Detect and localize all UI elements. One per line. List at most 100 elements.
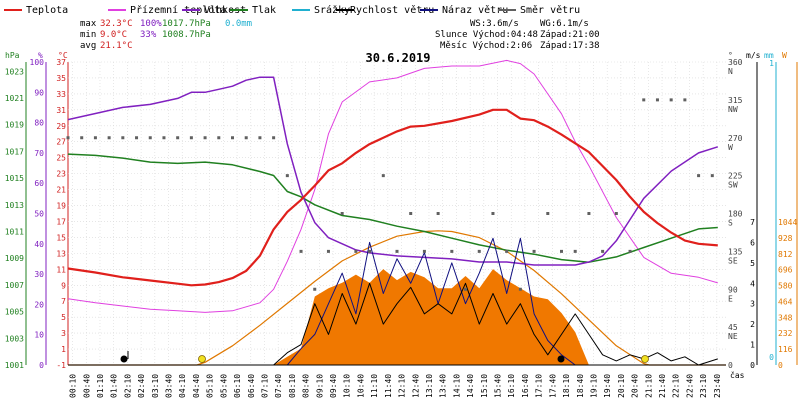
wind-direction-point xyxy=(258,136,262,140)
wind-direction-point xyxy=(285,174,289,178)
stats-avg-label: avg xyxy=(80,41,96,51)
y-tick-label-compass: E xyxy=(728,294,733,303)
wind-direction-point xyxy=(66,136,70,140)
stats-max-label: max xyxy=(80,19,97,29)
wind-direction-point xyxy=(573,249,577,253)
stats-min-humidity: 33% xyxy=(140,30,157,40)
x-tick-label: 12:40 xyxy=(411,374,420,398)
series-layer xyxy=(67,59,726,366)
x-tick-label: 04:40 xyxy=(192,374,201,398)
x-tick-label: 22:40 xyxy=(685,374,694,398)
info-sun-rise: Slunce Východ:04:48 xyxy=(435,30,538,40)
y-tick-label-pct: 60 xyxy=(34,179,44,188)
y-tick-label-compass: W xyxy=(728,143,733,152)
x-tick-label: 19:10 xyxy=(590,374,599,398)
wind-direction-point xyxy=(436,212,440,215)
wind-direction-point xyxy=(231,136,234,140)
wind-direction-point xyxy=(313,287,317,291)
x-tick-label: 21:40 xyxy=(658,374,667,398)
x-tick-label: 20:10 xyxy=(617,374,626,398)
y-tick-label-c: 15 xyxy=(56,233,66,242)
wind-direction-point xyxy=(464,287,468,291)
info-wind-speed: WS:3.6m/s xyxy=(470,19,519,29)
y-tick-label-wm2: 348 xyxy=(778,313,793,322)
wind-direction-point xyxy=(299,249,303,253)
wind-direction-point xyxy=(560,249,563,253)
wind-direction-point xyxy=(491,212,495,215)
y-tick-label-c: 29 xyxy=(56,122,66,131)
wind-direction-point xyxy=(148,136,152,140)
x-tick-label: 10:40 xyxy=(356,374,365,398)
x-tick-label: 23:40 xyxy=(713,374,722,398)
x-tick-label: 15:10 xyxy=(480,374,489,398)
x-tick-label: 07:40 xyxy=(274,374,283,398)
series-humidity xyxy=(67,76,719,266)
y-tick-label-ms: 5 xyxy=(750,259,755,268)
solar-theoretical-line xyxy=(68,230,726,366)
x-tick-label: 01:10 xyxy=(96,374,105,398)
wind-direction-point xyxy=(450,249,454,253)
y-tick-label-mm: 0 xyxy=(769,353,774,362)
chart-title: 30.6.2019 xyxy=(365,51,430,65)
y-tick-label-compass: SW xyxy=(728,181,738,190)
y-tick-label-c: 11 xyxy=(56,265,66,274)
info-block: WS:3.6m/s WG:6.1m/s Slunce Východ:04:48 … xyxy=(435,19,600,51)
x-tick-label: 11:40 xyxy=(384,374,393,398)
x-tick-label: 02:10 xyxy=(123,374,132,398)
series-temperature xyxy=(67,108,718,287)
y-tick-label-ms: 3 xyxy=(750,300,755,309)
legend-label-smer-vetru: Směr větru xyxy=(520,4,580,16)
wind-direction-point xyxy=(244,136,248,140)
wind-direction-point xyxy=(655,98,659,102)
x-tick-label: 18:40 xyxy=(576,374,585,398)
legend-label-naraz-vetru: Náraz větru xyxy=(442,4,508,16)
y-tick-label-hpa: 1021 xyxy=(5,94,24,103)
x-tick-label: 23:10 xyxy=(699,374,708,398)
y-tick-label-hpa: 1019 xyxy=(5,121,24,130)
y-tick-label-direction: 135 xyxy=(728,247,743,256)
wind-direction-point xyxy=(135,136,139,140)
wind-direction-point xyxy=(518,287,522,291)
legend: Teplota Přízemní teplota Vlhkost Tlak Sr… xyxy=(4,4,580,16)
y-tick-label-compass: N xyxy=(728,67,733,76)
stats-block: max 32.3°C 100% 1017.7hPa 0.0mm min 9.0°… xyxy=(80,19,252,51)
y-tick-label-direction: 225 xyxy=(728,172,743,181)
y-tick-label-mm: 1 xyxy=(769,59,774,68)
x-tick-label: 05:10 xyxy=(206,374,215,398)
series-ground-temperature xyxy=(67,59,718,313)
legend-label-vlhkost: Vlhkost xyxy=(204,5,246,16)
y-tick-label-pct: 70 xyxy=(34,149,44,158)
y-tick-label-wm2: 1044 xyxy=(778,218,797,227)
moon-set-marker xyxy=(557,355,565,363)
y-tick-label-c: 7 xyxy=(61,297,66,306)
unit-wm2: W xyxy=(782,51,787,60)
stats-avg-temp: 21.1°C xyxy=(100,41,133,51)
wind-direction-point xyxy=(368,249,372,253)
x-tick-label: 12:10 xyxy=(398,374,407,398)
x-tick-label: 11:10 xyxy=(370,374,379,398)
stats-max-temp: 32.3°C xyxy=(100,19,133,29)
wind-direction-point xyxy=(669,98,673,102)
y-tick-label-wm2: 580 xyxy=(778,282,793,291)
y-tick-label-c: 23 xyxy=(56,170,66,179)
y-tick-label-hpa: 1007 xyxy=(5,281,24,290)
y-tick-label-c: 5 xyxy=(61,313,66,322)
y-tick-label-ms: 1 xyxy=(750,341,755,350)
y-tick-label-hpa: 1013 xyxy=(5,201,24,210)
y-tick-label-c: -1 xyxy=(56,361,66,370)
wind-direction-point xyxy=(532,249,536,253)
y-tick-label-c: 27 xyxy=(56,138,66,147)
wind-direction-point xyxy=(176,136,180,140)
legend-label-srazky: Srážky xyxy=(314,4,350,16)
wind-direction-point xyxy=(381,174,385,178)
y-tick-label-pct: 80 xyxy=(34,119,44,128)
unit-pct: % xyxy=(38,51,43,60)
y-tick-label-c: 17 xyxy=(56,217,66,226)
x-tick-label: 07:10 xyxy=(261,374,270,398)
y-tick-label-ms: 4 xyxy=(750,279,755,288)
axis-ticks: 00:10 00:40 01:10 01:40 02:10 02:40 03:10 03:40… xyxy=(5,58,798,398)
y-tick-label-c: 31 xyxy=(56,106,66,115)
unit-mm: mm xyxy=(764,51,774,60)
wind-direction-point xyxy=(601,249,605,253)
